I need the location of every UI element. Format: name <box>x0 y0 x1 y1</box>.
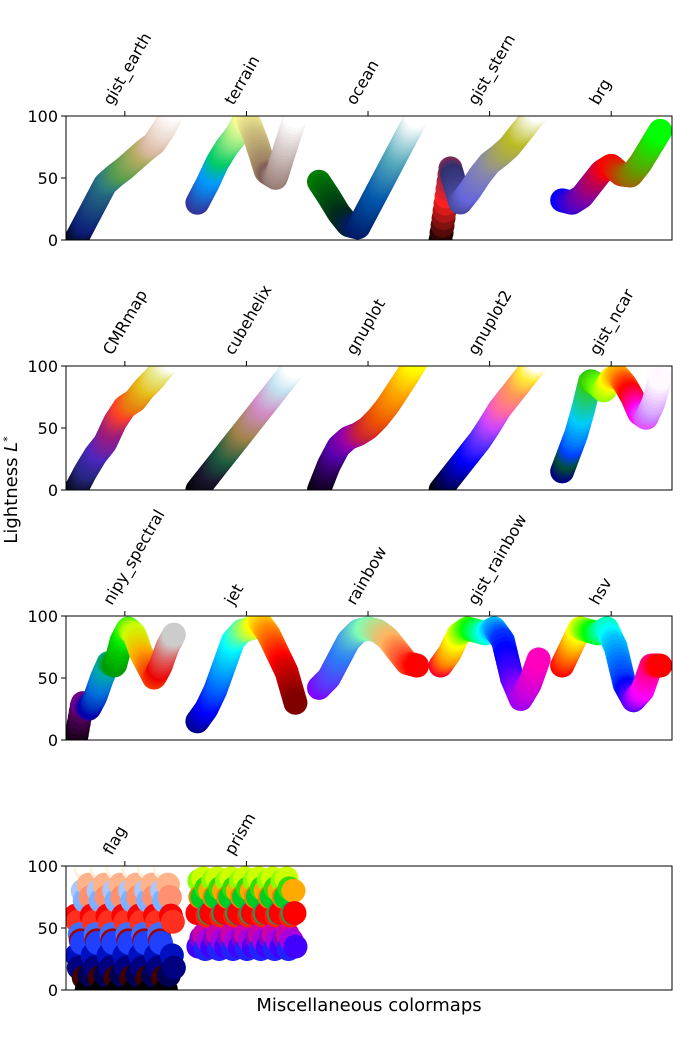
series-hsv <box>550 616 672 713</box>
series-gnuplot2 <box>428 366 549 490</box>
scatter-area <box>66 366 672 490</box>
colormap-label: gnuplot2 <box>464 287 516 358</box>
data-point <box>283 690 308 715</box>
data-point <box>160 909 185 934</box>
colormap-label: ocean <box>342 57 383 108</box>
series-nipy_spectral <box>66 616 186 740</box>
series-terrain <box>185 116 308 215</box>
y-tick-label: 50 <box>38 669 58 688</box>
y-tick-label: 0 <box>48 731 58 750</box>
subplot-4: flag prism 0 50 100 <box>27 809 673 1000</box>
y-tick-label: 0 <box>48 231 58 250</box>
data-point <box>283 366 308 378</box>
data-point <box>157 885 182 909</box>
colormap-label: flag <box>99 822 130 858</box>
series-flag <box>66 866 186 990</box>
y-tick-label: 100 <box>27 857 58 876</box>
colormap-label: rainbow <box>342 543 390 608</box>
data-point <box>281 878 306 903</box>
scatter-area <box>66 616 672 740</box>
data-point <box>283 934 308 959</box>
colormap-label: brg <box>585 75 615 108</box>
y-tick-label: 100 <box>27 357 58 376</box>
colormap-label: gnuplot <box>342 296 389 358</box>
data-point <box>526 647 551 672</box>
series-brg <box>550 118 672 215</box>
y-tick-label: 50 <box>38 169 58 188</box>
y-tick-label: 100 <box>27 107 58 126</box>
data-point <box>528 366 549 372</box>
colormap-label: terrain <box>220 52 263 108</box>
y-axis-label: Lightness L* <box>1 436 22 544</box>
series-cubehelix <box>185 366 308 490</box>
colormap-label: gist_earth <box>99 29 156 108</box>
data-point <box>405 116 430 128</box>
series-prism <box>185 866 308 962</box>
colormap-label: prism <box>220 809 259 858</box>
data-point <box>648 653 672 678</box>
series-gnuplot <box>306 366 428 490</box>
series-jet <box>185 616 308 734</box>
series-gist_earth <box>66 116 185 240</box>
colormap-label: gist_stern <box>464 31 520 109</box>
colormap-label: nipy_spectral <box>99 506 170 608</box>
data-point <box>283 116 308 128</box>
series-gist_rainbow <box>428 616 551 712</box>
data-point <box>528 116 549 122</box>
colormap-label: cubehelix <box>220 282 275 358</box>
colormap-label: hsv <box>585 574 615 608</box>
subplot-2: CMRmap cubehelix gnuplot gnuplot2 gist_ncar 0… <box>27 282 673 500</box>
series-ocean <box>306 116 430 240</box>
data-point <box>163 116 185 122</box>
data-point <box>282 901 307 926</box>
colormap-label: gist_ncar <box>585 285 639 358</box>
y-axis-label-text: Lightness <box>1 452 22 544</box>
colormap-label: CMRmap <box>99 286 151 358</box>
y-tick-label: 50 <box>38 419 58 438</box>
data-point <box>405 653 430 678</box>
data-point <box>161 955 186 980</box>
data-point <box>163 366 185 372</box>
colormap-label: gist_rainbow <box>464 511 532 609</box>
scatter-area <box>66 866 308 990</box>
y-tick-label: 50 <box>38 919 58 938</box>
y-tick-label: 100 <box>27 607 58 626</box>
data-point <box>406 366 428 372</box>
y-tick-label: 0 <box>48 481 58 500</box>
data-point <box>648 118 672 143</box>
data-point <box>648 366 672 391</box>
series-gist_stern <box>428 116 549 240</box>
series-gist_ncar <box>550 366 672 484</box>
colormap-label: jet <box>220 581 247 609</box>
data-point <box>161 622 186 647</box>
x-axis-label: Miscellaneous colormaps <box>256 995 481 1016</box>
scatter-area <box>66 116 672 240</box>
series-CMRmap <box>66 366 185 490</box>
series-rainbow <box>306 616 430 700</box>
y-tick-label: 0 <box>48 981 58 1000</box>
